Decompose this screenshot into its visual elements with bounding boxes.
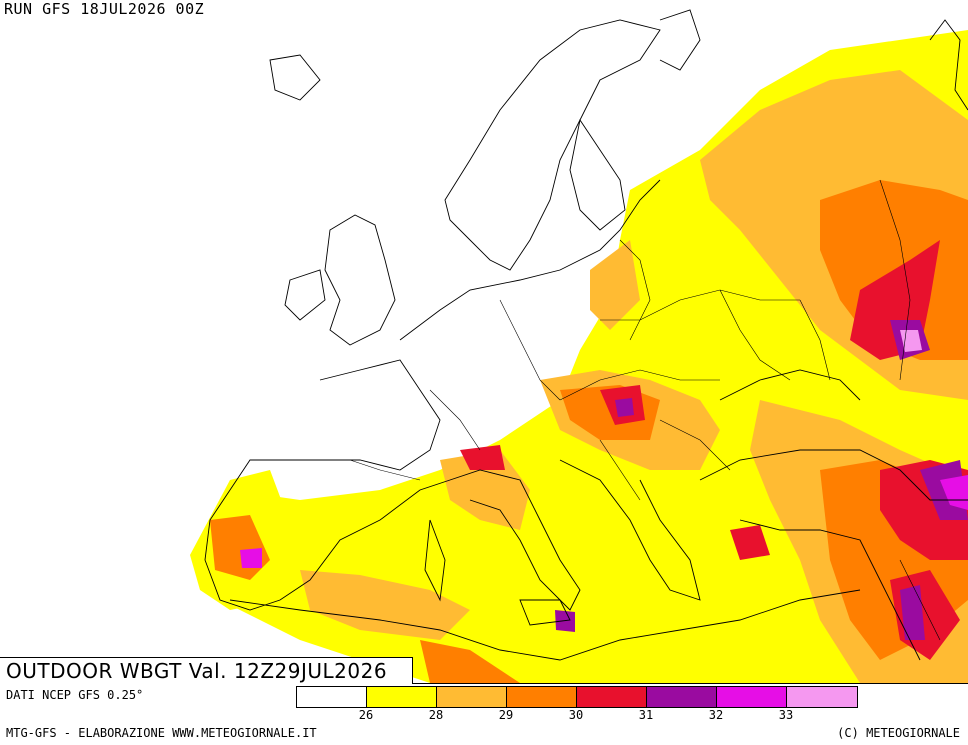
map-title: OUTDOOR WBGT Val. 12Z29JUL2026 xyxy=(6,659,388,683)
color-legend xyxy=(296,686,858,708)
data-source-label: DATI NCEP GFS 0.25° xyxy=(6,688,144,702)
legend-swatch xyxy=(367,687,437,707)
legend-swatch xyxy=(647,687,717,707)
legend-tick: 26 xyxy=(358,708,374,722)
credit-right: (C) METEOGIORNALE xyxy=(837,726,960,740)
legend-tick: 28 xyxy=(428,708,444,722)
legend-swatch xyxy=(507,687,577,707)
weather-map xyxy=(0,9,968,684)
wbgt-color-fields xyxy=(190,30,968,683)
legend-swatch xyxy=(577,687,647,707)
legend-swatch xyxy=(787,687,857,707)
credit-left: MTG-GFS - ELABORAZIONE WWW.METEOGIORNALE… xyxy=(6,726,317,740)
legend-tick: 33 xyxy=(778,708,794,722)
legend-tick: 32 xyxy=(708,708,724,722)
country-borders xyxy=(349,179,941,641)
legend-tick: 29 xyxy=(498,708,514,722)
legend-tick: 31 xyxy=(638,708,654,722)
run-label: RUN GFS 18JUL2026 00Z xyxy=(4,0,205,18)
legend-tick: 30 xyxy=(568,708,584,722)
legend-swatch xyxy=(437,687,507,707)
legend-swatch xyxy=(297,687,367,707)
legend-swatch xyxy=(717,687,787,707)
coastlines xyxy=(204,9,968,661)
wbgt-map-canvas xyxy=(190,9,968,683)
map-title-box: OUTDOOR WBGT Val. 12Z29JUL2026 xyxy=(0,657,413,684)
